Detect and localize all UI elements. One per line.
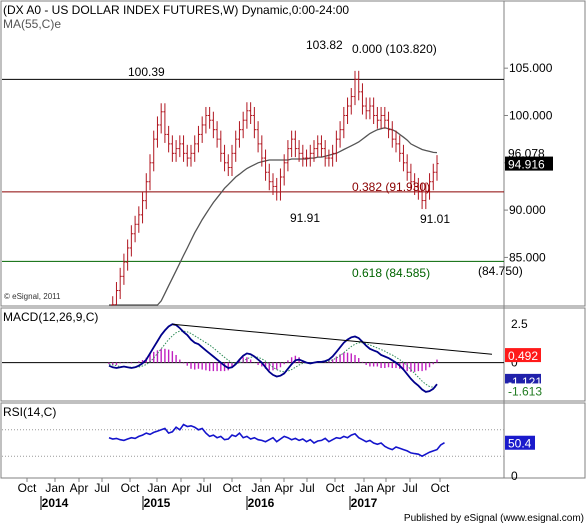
- fib-levels: [2, 78, 504, 262]
- x-tick-label: Jul: [94, 481, 109, 495]
- macd-value-text: -1.613: [508, 384, 542, 398]
- price-value-box: [505, 145, 553, 160]
- x-tick-label: Oct: [326, 481, 345, 495]
- x-axis: Oct Jan Apr Jul Oct Jan Apr Jul Oct Jan Apr Jul Oct J…: [18, 478, 450, 510]
- macd-value-text: 0.492: [508, 349, 538, 363]
- price-tick-label: 85.000: [509, 250, 546, 264]
- rsi-panel-label: RSI(14,C): [3, 405, 56, 419]
- price-tick-label: 105.000: [509, 61, 553, 75]
- macd-y-axis: 2.500.492-1.121-1.613: [505, 317, 542, 398]
- x-tick-label: Oct: [223, 481, 242, 495]
- x-tick-label: Jan: [45, 481, 64, 495]
- extra-label: (84.750): [478, 264, 523, 278]
- candles-layer: [111, 70, 439, 306]
- macd-value-box: [505, 348, 541, 363]
- x-tick-label: Jul: [196, 481, 211, 495]
- price-tick-label: 90.000: [509, 203, 546, 217]
- copyright-text: © eSignal, 2011: [4, 292, 61, 301]
- x-tick-label: Oct: [121, 481, 140, 495]
- macd-signal-line: [108, 330, 437, 388]
- published-footer: Published by eSignal (www.esignal.com): [404, 513, 584, 524]
- macd-value-box: [505, 383, 541, 398]
- x-tick-label: Apr: [275, 481, 294, 495]
- price-value-box: [505, 156, 553, 171]
- x-tick-label: Jul: [402, 481, 417, 495]
- price-panel-frame: [0, 0, 586, 307]
- x-tick-label: Jul: [299, 481, 314, 495]
- x-tick-label: Jan: [354, 481, 373, 495]
- rsi-tick-label: 0: [511, 469, 518, 483]
- price-y-axis: 85.00090.00095.000100.000105.00096.07894…: [504, 61, 553, 264]
- macd-panel-label: MACD(12,26,9,C): [3, 310, 98, 324]
- macd-layer: [2, 323, 504, 393]
- x-tick-label: Apr: [172, 481, 191, 495]
- x-tick-label: Oct: [18, 481, 37, 495]
- price-annotation: 103.82: [306, 38, 343, 52]
- price-annotation: 100.39: [128, 65, 165, 79]
- rsi-layer: [2, 423, 504, 458]
- ma-label: MA(55,C)e: [3, 17, 61, 31]
- rsi-line: [108, 423, 445, 458]
- rsi-value-box: [505, 435, 535, 450]
- macd-line: [108, 323, 438, 393]
- price-annotation: 91.91: [290, 211, 320, 225]
- x-tick-label: Apr: [377, 481, 396, 495]
- price-annotation: 91.01: [420, 212, 450, 226]
- macd-tick-label: 0: [511, 356, 518, 370]
- x-year-label: 2017: [351, 496, 378, 510]
- chart-title: (DX A0 - US DOLLAR INDEX FUTURES,W) Dyna…: [3, 3, 349, 17]
- fib-label-0: 0.000 (103.820): [352, 42, 437, 56]
- price-annotations: 0.000 (103.820) 0.382 (91.930) 0.618 (84.5…: [128, 38, 523, 280]
- rsi-y-axis: 50050.4: [505, 435, 535, 483]
- macd-trendline: [172, 323, 493, 355]
- rsi-panel-frame: [0, 402, 586, 479]
- x-tick-label: Oct: [431, 481, 450, 495]
- ma-line: [109, 127, 438, 306]
- fib-label-382: 0.382 (91.930): [352, 180, 430, 194]
- macd-panel-frame: [0, 307, 586, 402]
- x-tick-label: Jan: [251, 481, 270, 495]
- rsi-value-text: 50.4: [508, 437, 532, 451]
- price-tick-label: 100.000: [509, 108, 553, 122]
- x-year-label: 2015: [144, 496, 171, 510]
- x-year-label: 2014: [42, 496, 69, 510]
- fib-label-618: 0.618 (84.585): [352, 266, 430, 280]
- x-year-label: 2016: [248, 496, 275, 510]
- moving-average-layer: [109, 127, 438, 306]
- x-tick-label: Jan: [147, 481, 166, 495]
- x-tick-label: Apr: [70, 481, 89, 495]
- macd-tick-label: 2.5: [511, 317, 528, 331]
- price-value-text: 94.916: [508, 158, 545, 172]
